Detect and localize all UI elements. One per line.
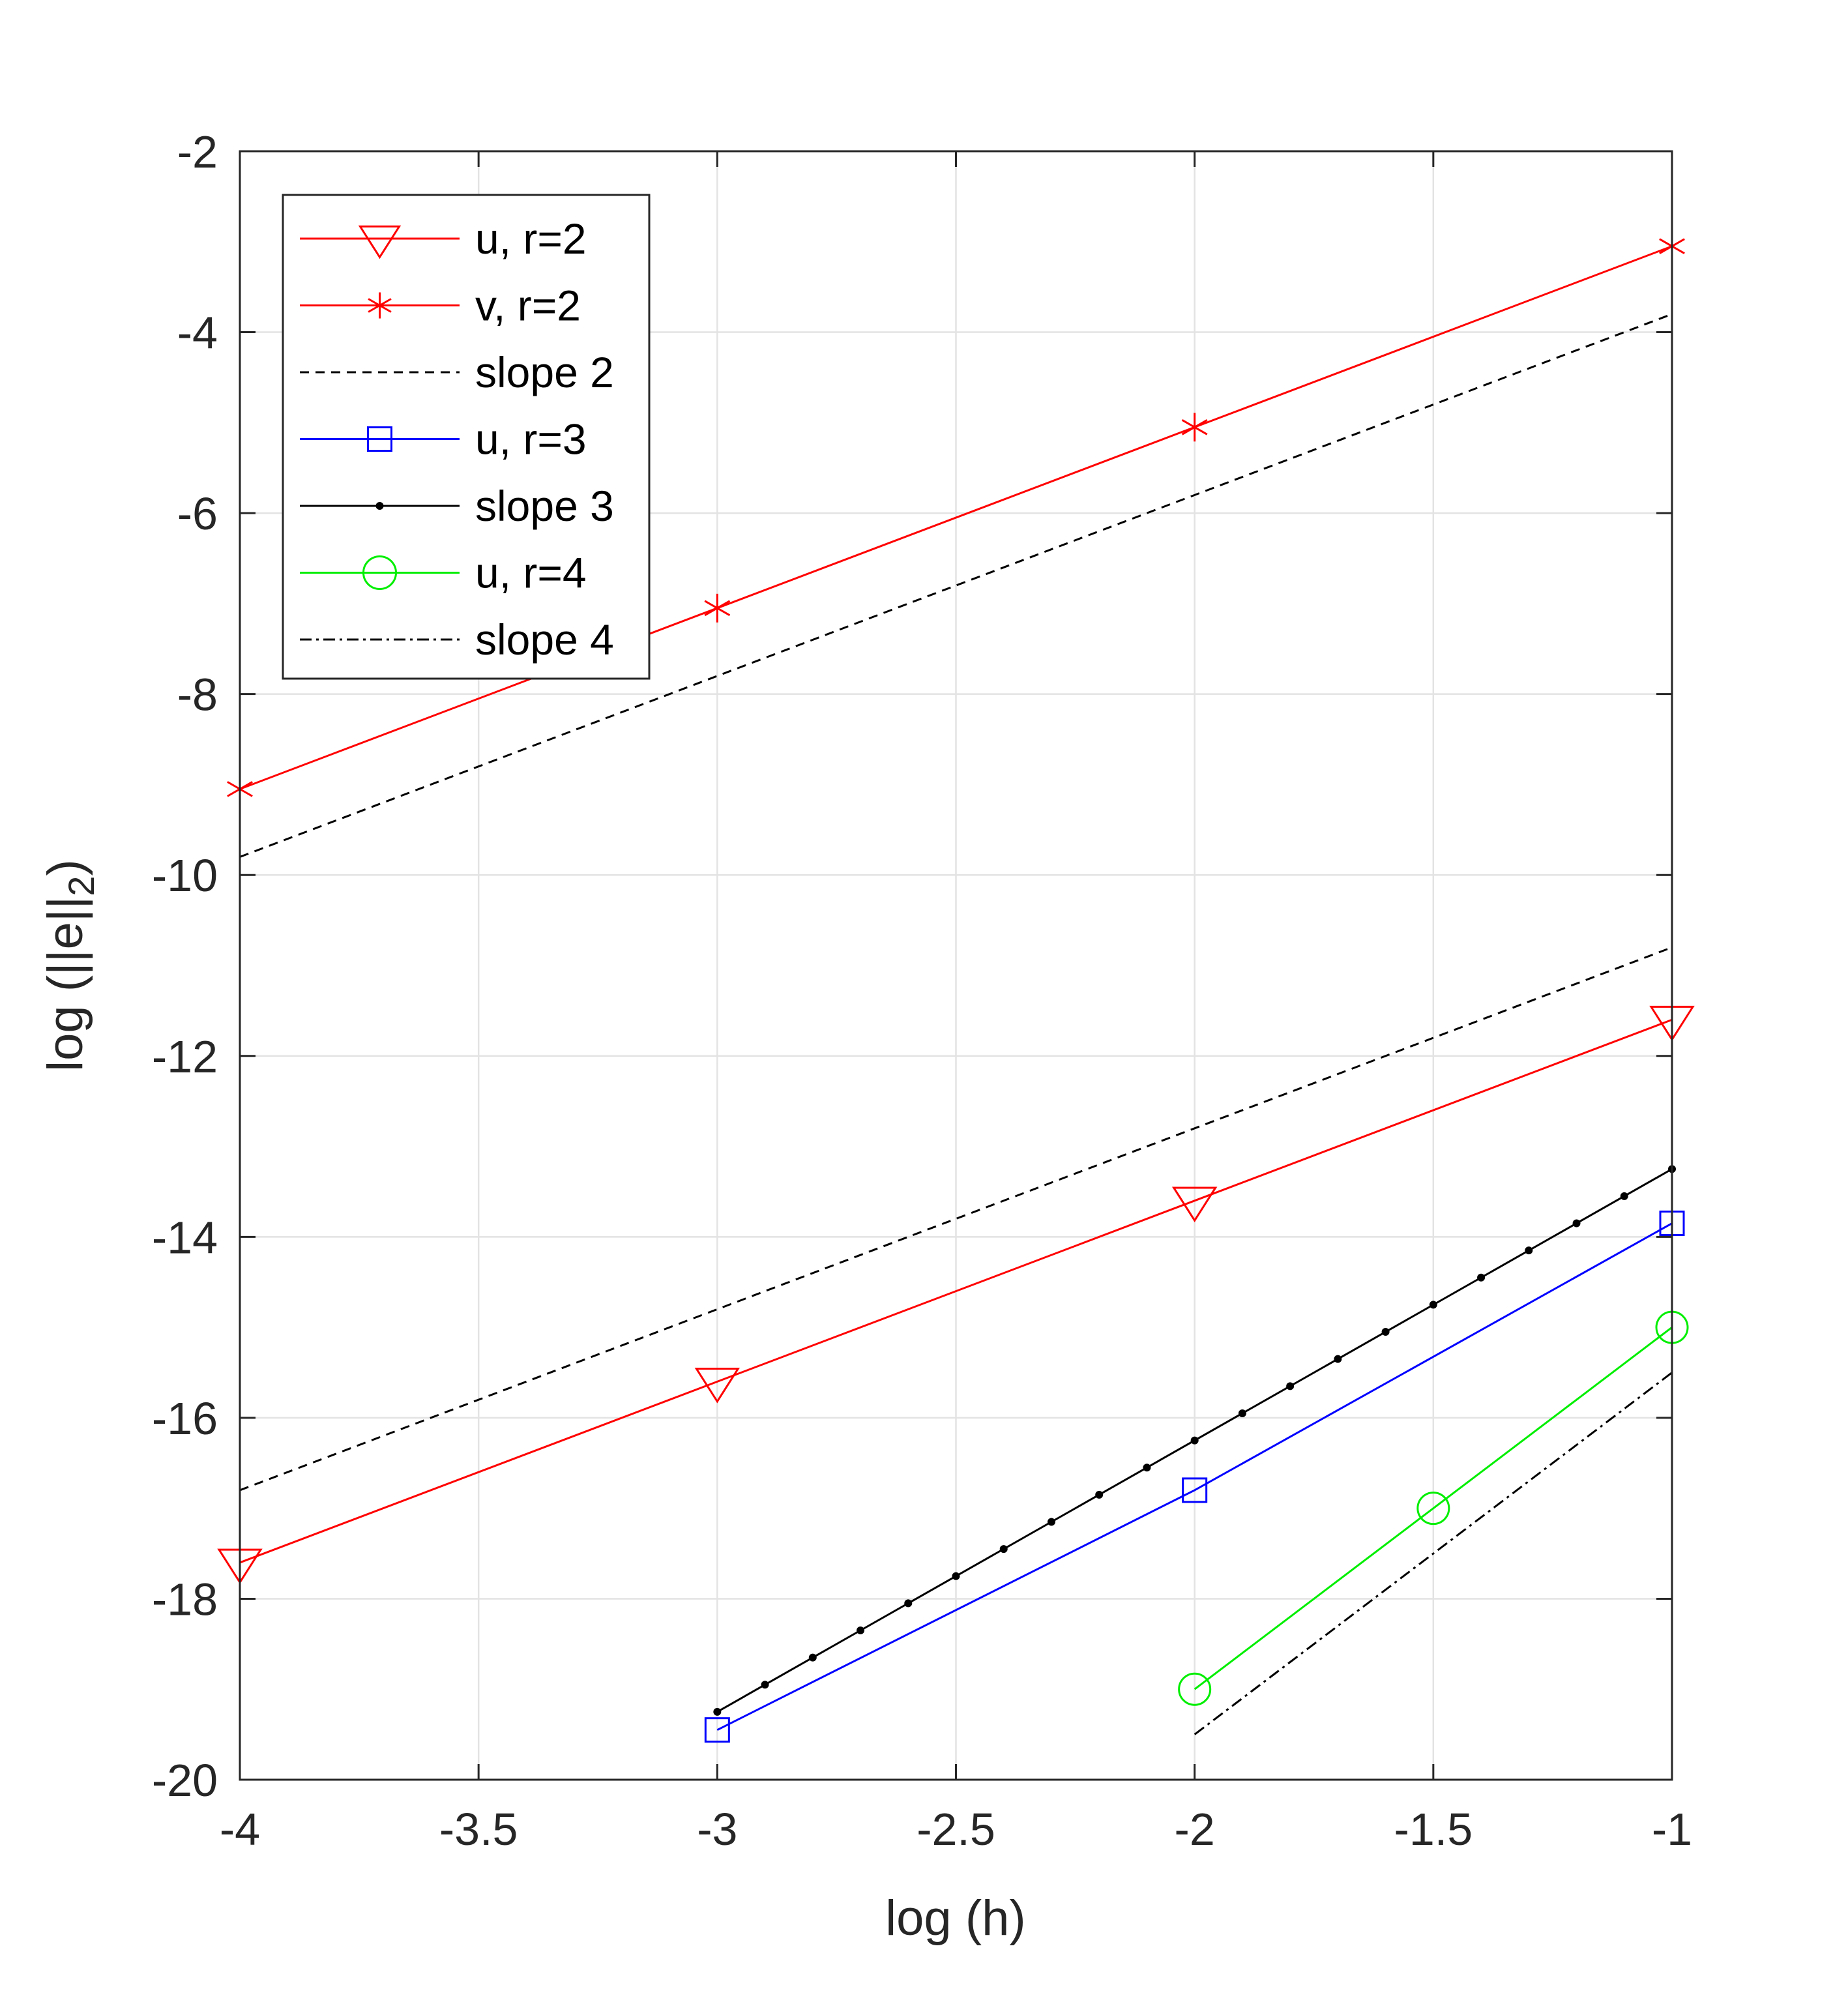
slope-2-line: [239, 946, 1673, 1492]
legend-entry-slope-3: slope 3: [300, 482, 614, 530]
slope-3-point: [904, 1599, 913, 1608]
slope-3-point: [1047, 1518, 1055, 1526]
slope-3-point: [713, 1707, 722, 1716]
y-tick-label: -6: [177, 488, 218, 539]
slope-3-point: [999, 1545, 1008, 1553]
y-tick-label: -4: [177, 308, 218, 359]
u-r-2-point: [694, 1368, 741, 1404]
slope-4-line: [1194, 1372, 1673, 1735]
legend-box: [282, 194, 651, 680]
ticks: [239, 150, 1673, 1781]
asterisk-stroke: [1181, 419, 1208, 435]
x-tick-label: -2: [1175, 1804, 1215, 1855]
slope-3-point: [1190, 1436, 1199, 1445]
x-tick-label: -3.5: [439, 1804, 518, 1855]
y-tick-label: -10: [152, 850, 218, 901]
y-tick-label: -16: [152, 1393, 218, 1444]
slope-3-point: [1286, 1382, 1295, 1391]
legend-label: slope 3: [475, 482, 614, 530]
slope-3-point: [952, 1572, 960, 1580]
v-r-2-line: [239, 245, 1673, 790]
slope-3-point: [1238, 1409, 1246, 1417]
x-tick-label: -2.5: [917, 1804, 995, 1855]
legend-label: u, r=4: [475, 549, 587, 597]
y-axis-label: log (||e||2): [38, 859, 102, 1072]
y-axis-label-main: log (||e||: [38, 896, 93, 1072]
legend-marker: [375, 502, 384, 510]
tick-labels: -4 -3.5 -3 -2.5 -2 -1.5 -1 -20 -18 -16 -14 -12 -10 -8…: [152, 126, 1692, 1855]
slope-3-point: [1572, 1219, 1581, 1228]
legend-entry-u-r-4: u, r=4: [300, 549, 587, 597]
x-tick-label: -1: [1652, 1804, 1692, 1855]
u-r-3-point: [1182, 1477, 1208, 1503]
slope-2-line: [239, 313, 1673, 858]
legend-marker: [358, 225, 402, 259]
asterisk-stroke: [368, 298, 392, 313]
legend-marker: [367, 426, 392, 452]
u-r-2-point: [1171, 1186, 1218, 1223]
u-r-2-line: [239, 1018, 1673, 1564]
x-tick-label: -4: [220, 1804, 260, 1855]
legend: u, r=2 v, r=2 slope 2 u, r=3 slope 3 u, r=4 sl…: [282, 194, 651, 680]
x-tick-label: -3: [697, 1804, 737, 1855]
y-tick-label: -2: [177, 126, 218, 177]
legend-entry-u-r-3: u, r=3: [300, 415, 587, 464]
legend-label: v, r=2: [475, 282, 581, 330]
slope-3-point: [1143, 1464, 1151, 1472]
v-r-2-point: [704, 593, 731, 623]
series-layer: [217, 231, 1695, 1743]
y-axis-label-close: ): [38, 859, 93, 876]
series-slope-4: [1194, 1372, 1673, 1735]
y-axis-label-subscript: 2: [61, 876, 102, 896]
asterisk-stroke: [704, 600, 731, 617]
legend-marker: [362, 555, 397, 590]
legend-entry-slope-4: slope 4: [300, 615, 614, 664]
legend-label: slope 4: [475, 615, 614, 664]
legend-entries: u, r=2 v, r=2 slope 2 u, r=3 slope 3 u, r=4 sl…: [300, 214, 614, 664]
y-tick-label: -12: [152, 1031, 218, 1082]
u-r-3-point: [704, 1717, 730, 1743]
legend-label: slope 2: [475, 348, 614, 396]
v-r-2-point: [1181, 413, 1208, 442]
series-slope-3: [713, 1165, 1676, 1716]
u-r-4-point: [1178, 1672, 1212, 1706]
slope-3-point: [1477, 1273, 1486, 1282]
slope-3-point: [1381, 1328, 1390, 1336]
slope-3-point: [1620, 1192, 1628, 1200]
slope-3-point: [808, 1653, 817, 1662]
y-tick-label: -20: [152, 1755, 218, 1806]
x-tick-label: -1.5: [1394, 1804, 1473, 1855]
u-r-4-point: [1416, 1492, 1450, 1525]
legend-label: u, r=2: [475, 214, 587, 263]
u-r-4-line: [1194, 1326, 1673, 1690]
slope-3-point: [857, 1627, 865, 1635]
series-v-r-2: [227, 231, 1685, 804]
y-tick-label: -8: [177, 670, 218, 720]
legend-label: u, r=3: [475, 415, 587, 464]
legend-marker: [368, 292, 392, 319]
y-tick-label: -14: [152, 1212, 218, 1263]
slope-3-point: [1095, 1490, 1104, 1499]
legend-entry-u-r-2: u, r=2: [300, 214, 587, 263]
legend-entry-slope-2: slope 2: [300, 348, 614, 396]
series-slope-2: [239, 313, 1673, 1492]
legend-entry-v-r-2: v, r=2: [300, 282, 581, 330]
slope-3-point: [761, 1681, 769, 1689]
slope-3-point: [1525, 1246, 1533, 1255]
slope-3-point: [1334, 1355, 1342, 1363]
slope-3-point: [1429, 1301, 1437, 1309]
x-axis-label: log (h): [885, 1891, 1025, 1946]
y-tick-label: -18: [152, 1574, 218, 1625]
u-r-3-line: [716, 1222, 1673, 1731]
